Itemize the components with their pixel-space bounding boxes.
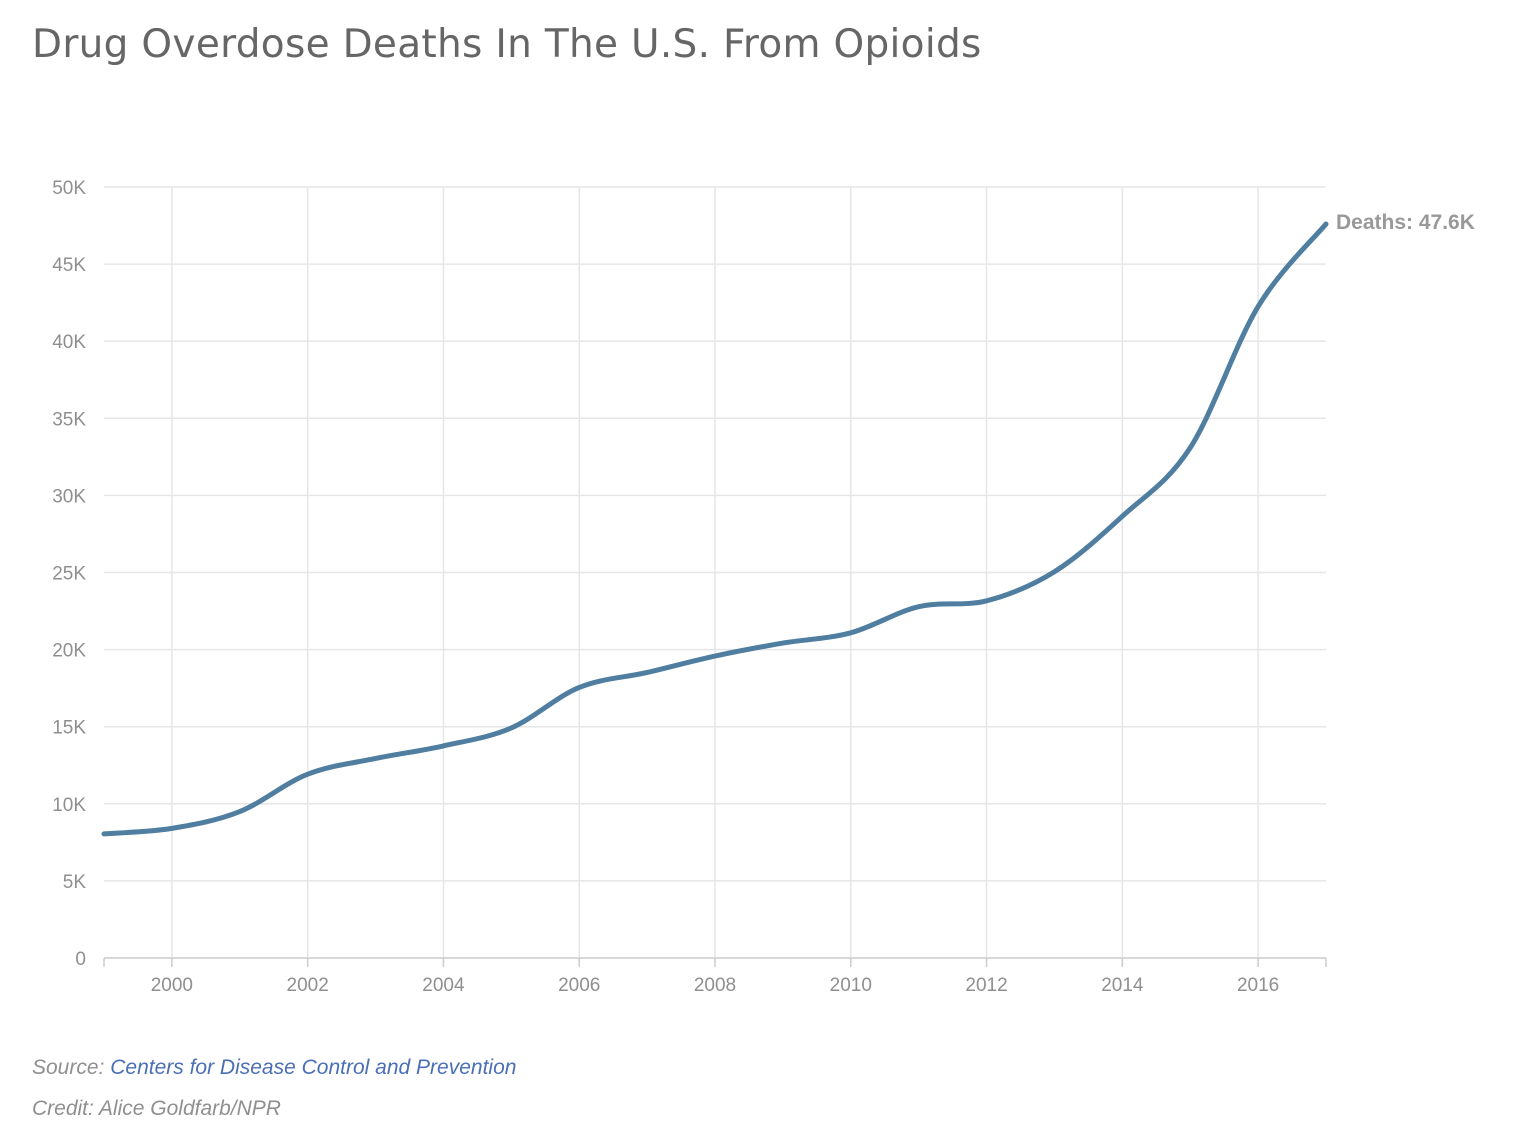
x-tick-label: 2000 bbox=[151, 975, 193, 996]
y-tick-label: 20K bbox=[52, 641, 86, 662]
y-tick-label: 35K bbox=[52, 409, 86, 430]
y-tick-label: 50K bbox=[52, 178, 86, 199]
x-tick-label: 2014 bbox=[1101, 975, 1144, 996]
y-tick-label: 30K bbox=[52, 486, 86, 507]
y-tick-label: 0 bbox=[75, 949, 86, 970]
x-axis-tick-labels: 2000 2002 2004 2006 2008 2010 2012 2014 2016 bbox=[151, 975, 1280, 996]
x-tick-label: 2002 bbox=[287, 975, 329, 996]
x-tick-label: 2016 bbox=[1237, 975, 1279, 996]
y-tick-label: 25K bbox=[52, 564, 86, 585]
chart-title: Drug Overdose Deaths In The U.S. From Op… bbox=[32, 22, 982, 67]
y-tick-label: 10K bbox=[52, 795, 86, 816]
x-tick-label: 2008 bbox=[694, 975, 736, 996]
credit-line: Credit: Alice Goldfarb/NPR bbox=[32, 1097, 281, 1120]
source-prefix: Source: bbox=[32, 1056, 111, 1079]
y-tick-label: 5K bbox=[63, 872, 87, 893]
y-tick-label: 15K bbox=[52, 718, 86, 739]
end-value-label: Deaths: 47.6K bbox=[1336, 211, 1475, 234]
y-tick-label: 40K bbox=[52, 332, 86, 353]
x-tick-label: 2004 bbox=[422, 975, 465, 996]
x-tick-label: 2006 bbox=[558, 975, 600, 996]
x-tick-label: 2012 bbox=[965, 975, 1007, 996]
grid-lines bbox=[104, 186, 1326, 958]
y-tick-label: 45K bbox=[52, 255, 86, 276]
x-tick-label: 2010 bbox=[830, 975, 872, 996]
source-link[interactable]: Centers for Disease Control and Preventi… bbox=[110, 1056, 517, 1079]
series-line-deaths bbox=[101, 221, 1329, 837]
source-line: Source: Centers for Disease Control and … bbox=[32, 1056, 516, 1080]
y-axis-tick-labels: 0 5K 10K 15K 20K 25K 30K 35K 40K 45K 50K bbox=[52, 178, 86, 970]
x-axis bbox=[103, 957, 1327, 967]
